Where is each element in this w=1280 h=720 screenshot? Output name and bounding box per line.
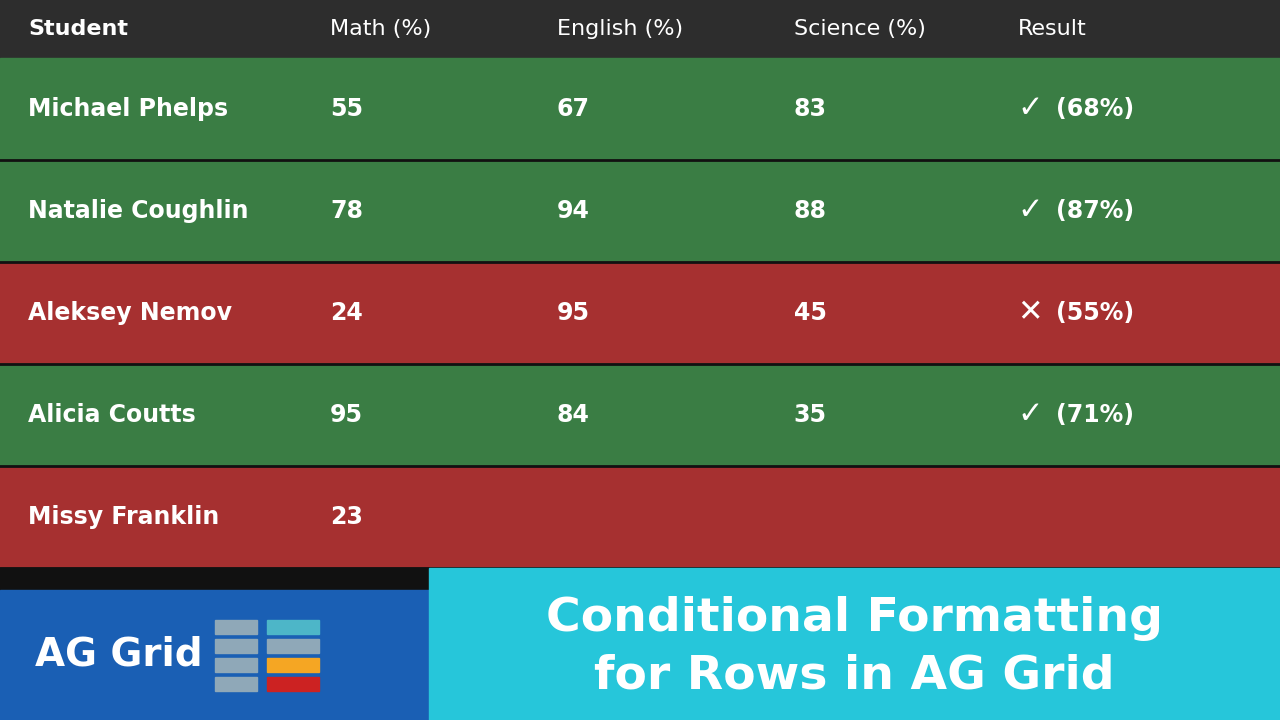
Bar	[0, 568, 1280, 590]
Text: ✓: ✓	[1018, 400, 1043, 430]
Text: Aleksey Nemov: Aleksey Nemov	[28, 301, 232, 325]
Text: 83: 83	[794, 97, 827, 121]
Text: 45: 45	[794, 301, 827, 325]
Bar	[268, 639, 319, 652]
Text: 67: 67	[557, 97, 590, 121]
Text: 55: 55	[330, 97, 364, 121]
Text: (68%): (68%)	[1056, 97, 1134, 121]
Bar	[0, 160, 1280, 262]
Text: 88: 88	[794, 199, 827, 223]
Text: (55%): (55%)	[1056, 301, 1134, 325]
Bar	[268, 657, 319, 672]
Text: 84: 84	[557, 403, 590, 427]
Bar	[429, 568, 1280, 720]
Text: ✓: ✓	[1018, 197, 1043, 225]
Bar	[215, 657, 257, 672]
Text: 94: 94	[557, 199, 590, 223]
Text: 78: 78	[330, 199, 364, 223]
Text: Michael Phelps: Michael Phelps	[28, 97, 228, 121]
Text: Alicia Coutts: Alicia Coutts	[28, 403, 196, 427]
Text: 95: 95	[330, 403, 364, 427]
Text: Natalie Coughlin: Natalie Coughlin	[28, 199, 248, 223]
Text: 23: 23	[330, 505, 364, 529]
Text: AG Grid: AG Grid	[35, 636, 202, 674]
Text: Math (%): Math (%)	[330, 19, 431, 39]
Text: (71%): (71%)	[1056, 403, 1134, 427]
Text: (87%): (87%)	[1056, 199, 1134, 223]
Text: ✕: ✕	[1018, 299, 1043, 328]
Bar	[0, 262, 1280, 364]
Bar	[215, 677, 257, 690]
Text: Conditional Formatting
for Rows in AG Grid: Conditional Formatting for Rows in AG Gr…	[545, 596, 1164, 698]
Bar	[0, 0, 1280, 58]
Text: ✓: ✓	[1018, 94, 1043, 124]
Text: Science (%): Science (%)	[794, 19, 925, 39]
Bar	[0, 58, 1280, 160]
Text: 95: 95	[557, 301, 590, 325]
Bar	[268, 677, 319, 690]
Text: Missy Franklin: Missy Franklin	[28, 505, 219, 529]
Bar	[215, 619, 257, 634]
Bar	[0, 466, 1280, 568]
Text: Result: Result	[1018, 19, 1087, 39]
Bar	[215, 639, 257, 652]
Text: 24: 24	[330, 301, 364, 325]
Text: English (%): English (%)	[557, 19, 684, 39]
Bar	[268, 619, 319, 634]
Text: 35: 35	[794, 403, 827, 427]
Bar	[0, 364, 1280, 466]
Text: Student: Student	[28, 19, 128, 39]
Bar	[0, 590, 1280, 720]
